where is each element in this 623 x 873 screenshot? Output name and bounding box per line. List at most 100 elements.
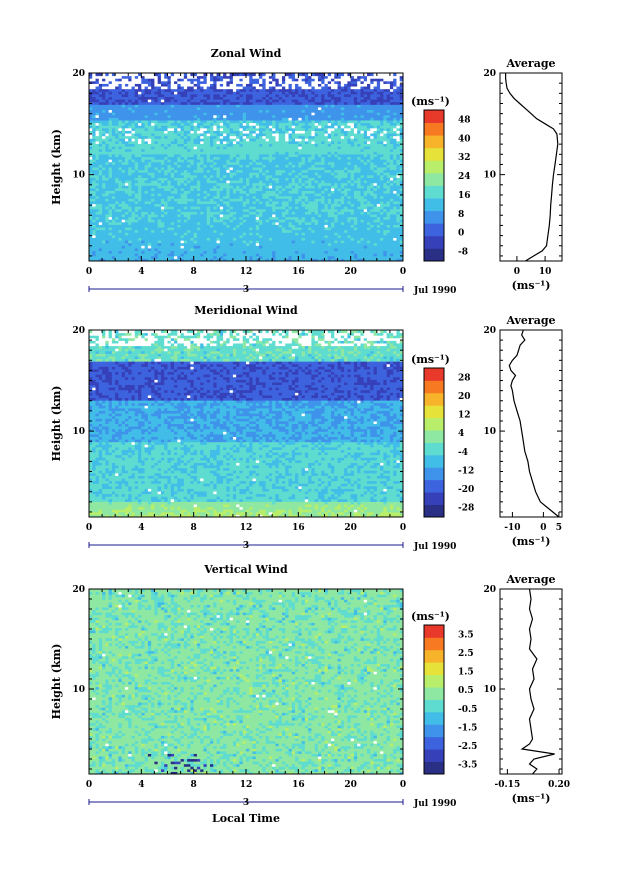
heatmap-cell bbox=[154, 114, 159, 118]
heatmap-cell bbox=[164, 125, 168, 129]
heatmap-cell bbox=[144, 146, 149, 150]
heatmap-cell bbox=[98, 151, 103, 155]
heatmap-cell bbox=[167, 229, 172, 233]
heatmap-cell bbox=[144, 195, 149, 199]
heatmap-cell bbox=[128, 138, 133, 142]
heatmap-cell bbox=[95, 180, 100, 184]
heatmap-cell bbox=[144, 73, 149, 77]
heatmap-cell bbox=[111, 127, 116, 131]
heatmap-cell bbox=[174, 143, 178, 147]
heatmap-cell bbox=[121, 93, 126, 97]
heatmap-cell bbox=[124, 224, 129, 228]
heatmap-cell bbox=[102, 159, 106, 163]
heatmap-cell bbox=[108, 169, 113, 173]
heatmap-cell bbox=[98, 232, 103, 236]
heatmap-cell bbox=[118, 216, 123, 220]
heatmap-cell bbox=[92, 240, 97, 244]
heatmap-cell bbox=[95, 148, 100, 152]
heatmap-cell bbox=[170, 219, 175, 223]
heatmap-cell bbox=[102, 187, 106, 191]
heatmap-cell bbox=[183, 156, 188, 160]
heatmap-cell bbox=[180, 180, 185, 184]
heatmap-cell bbox=[128, 130, 133, 134]
heatmap-cell bbox=[115, 86, 119, 90]
heatmap-cell bbox=[167, 174, 172, 178]
heatmap-cell bbox=[164, 120, 168, 124]
heatmap-cell bbox=[124, 86, 129, 90]
heatmap-cell bbox=[98, 106, 103, 111]
heatmap-cell bbox=[151, 198, 155, 202]
heatmap-cell bbox=[174, 93, 178, 97]
heatmap-cell bbox=[167, 140, 172, 144]
heatmap-cell bbox=[128, 88, 133, 92]
heatmap-cell bbox=[115, 240, 119, 244]
heatmap-cell bbox=[183, 75, 188, 79]
heatmap-cell bbox=[141, 185, 146, 189]
heatmap-cell bbox=[154, 164, 159, 168]
heatmap-cell bbox=[134, 198, 139, 202]
heatmap-cell bbox=[141, 187, 146, 191]
heatmap-cell bbox=[144, 96, 149, 100]
heatmap-cell bbox=[183, 143, 188, 147]
heatmap-cell bbox=[108, 198, 113, 202]
heatmap-cell bbox=[131, 117, 136, 121]
heatmap-cell bbox=[174, 86, 178, 90]
heatmap-cell bbox=[170, 177, 175, 181]
heatmap-cell bbox=[151, 187, 155, 191]
heatmap-cell bbox=[164, 211, 168, 215]
heatmap-cell bbox=[151, 156, 155, 160]
heatmap-cell bbox=[89, 130, 93, 134]
heatmap-cell bbox=[115, 143, 119, 147]
heatmap-cell bbox=[154, 234, 159, 238]
heatmap-cell bbox=[160, 185, 165, 189]
heatmap-cell bbox=[151, 96, 155, 100]
heatmap-cell bbox=[134, 140, 139, 144]
heatmap-cell bbox=[89, 161, 93, 165]
heatmap-cell bbox=[98, 255, 103, 259]
heatmap-cell bbox=[98, 120, 103, 124]
heatmap-cell bbox=[134, 164, 139, 168]
heatmap-cell bbox=[108, 224, 113, 228]
heatmap-cell bbox=[138, 161, 142, 165]
heatmap-cell bbox=[177, 240, 182, 244]
heatmap-cell bbox=[95, 151, 100, 155]
heatmap-cell bbox=[98, 99, 103, 103]
heatmap-cell bbox=[134, 224, 139, 228]
heatmap-cell bbox=[151, 86, 155, 90]
heatmap-cell bbox=[183, 120, 188, 124]
heatmap-cell bbox=[141, 99, 146, 103]
heatmap-cell bbox=[121, 187, 126, 191]
heatmap-cell bbox=[160, 169, 165, 173]
heatmap-cell bbox=[170, 99, 175, 103]
heatmap-cell bbox=[134, 232, 139, 236]
heatmap-cell bbox=[134, 93, 139, 97]
heatmap-cell bbox=[147, 221, 152, 225]
heatmap-cell bbox=[128, 167, 133, 171]
heatmap-cell bbox=[170, 206, 175, 210]
heatmap-cell bbox=[177, 143, 182, 147]
heatmap-cell bbox=[183, 146, 188, 150]
heatmap-cell bbox=[131, 151, 136, 155]
heatmap-cell bbox=[89, 99, 93, 103]
heatmap-cell bbox=[144, 109, 149, 113]
heatmap-cell bbox=[108, 104, 113, 108]
heatmap-cell bbox=[115, 255, 119, 259]
heatmap-cell bbox=[98, 122, 103, 126]
heatmap-cell bbox=[108, 96, 113, 100]
heatmap-cell bbox=[118, 156, 123, 160]
heatmap-cell bbox=[147, 112, 152, 116]
heatmap-cell bbox=[144, 106, 149, 111]
heatmap-cell bbox=[174, 242, 178, 246]
heatmap-cell bbox=[164, 187, 168, 191]
heatmap-cell bbox=[118, 253, 123, 257]
heatmap-cell bbox=[154, 229, 159, 233]
heatmap-cell bbox=[151, 120, 155, 124]
heatmap-cell bbox=[177, 80, 182, 84]
heatmap-cell bbox=[183, 208, 188, 212]
heatmap-cell bbox=[174, 182, 178, 186]
heatmap-cell bbox=[98, 125, 103, 129]
heatmap-cell bbox=[180, 240, 185, 244]
heatmap-cell bbox=[154, 200, 159, 205]
heatmap-cell bbox=[128, 232, 133, 236]
heatmap-cell bbox=[89, 216, 93, 220]
